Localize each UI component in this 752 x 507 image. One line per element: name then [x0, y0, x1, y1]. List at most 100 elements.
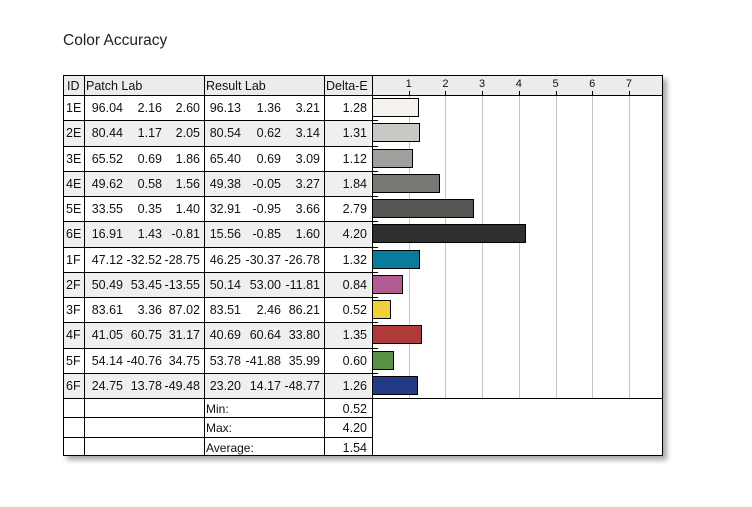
patch-lab-value: 3.36	[137, 303, 162, 317]
delta-e-value: 0.60	[342, 353, 367, 368]
patch-lab-value: 50.49	[91, 277, 123, 292]
patch-lab-value: 1.56	[175, 176, 200, 191]
chart-tick	[445, 91, 447, 95]
patch-lab-value: 65.52	[91, 151, 123, 166]
result-lab-value: -41.88	[245, 353, 281, 368]
result-lab-value: 65.40	[209, 151, 241, 166]
patch-lab-value: 34.75	[168, 353, 200, 368]
delta-e-value: 1.12	[342, 151, 367, 166]
row-divider-stub	[372, 322, 378, 324]
row-divider-stub	[372, 372, 378, 374]
chart-tick-label: 5	[552, 78, 559, 90]
row-divider-stub	[372, 145, 378, 147]
chart-gridline	[555, 95, 557, 398]
patch-lab-value: -40.76	[126, 353, 162, 368]
delta-e-bar	[372, 249, 421, 269]
patch-lab-value: 49.62	[91, 176, 123, 191]
header-delta-e: Delta-E	[326, 79, 368, 93]
patch-lab-value: -28.75	[164, 252, 200, 267]
result-lab-value: -0.95	[252, 202, 282, 216]
result-lab-value: 49.38	[209, 176, 241, 191]
delta-e-bar	[372, 224, 527, 244]
row-divider-stub	[372, 221, 378, 223]
patch-lab-value: 54.14	[91, 353, 123, 368]
result-lab-value: 1.60	[295, 227, 320, 242]
result-lab-value: 96.13	[209, 101, 241, 115]
row-divider-stub	[372, 347, 378, 349]
row-divider	[64, 221, 372, 223]
chart-tick	[482, 91, 484, 95]
result-lab-value: 86.21	[288, 303, 320, 317]
result-lab-value: 3.14	[295, 126, 320, 141]
row-id: 3E	[66, 151, 82, 166]
row-divider	[64, 145, 372, 147]
header-patch-lab: Patch Lab	[86, 79, 143, 93]
row-id: 4F	[66, 328, 81, 343]
table-row-bg	[64, 221, 371, 247]
summary-value: 0.52	[342, 402, 367, 416]
result-lab-value: 15.56	[209, 227, 241, 242]
patch-lab-value: 47.12	[91, 252, 123, 267]
delta-e-value: 1.32	[342, 252, 367, 267]
row-id: 4E	[66, 176, 82, 191]
result-lab-value: 53.00	[249, 277, 281, 292]
chart-gridline	[445, 95, 447, 398]
summary-label: Max:	[206, 421, 233, 436]
patch-lab-value: 1.17	[137, 126, 162, 141]
chart-gridline	[592, 95, 594, 398]
delta-e-bar	[372, 325, 422, 345]
row-divider-stub	[372, 170, 378, 172]
row-divider	[64, 246, 372, 248]
delta-e-bar	[372, 199, 475, 218]
patch-lab-value: 31.17	[168, 328, 200, 343]
row-divider	[64, 120, 372, 122]
result-lab-value: 0.69	[256, 151, 281, 166]
table-row-bg	[64, 372, 371, 398]
result-lab-value: -0.85	[252, 227, 282, 242]
row-id: 6F	[66, 378, 81, 393]
row-divider	[64, 196, 372, 197]
delta-e-bar	[372, 375, 419, 395]
row-id: 6E	[66, 227, 82, 242]
chart-tick-label: 7	[625, 78, 632, 90]
delta-e-bar	[372, 350, 395, 370]
delta-e-value: 1.35	[342, 328, 367, 343]
row-divider	[64, 322, 372, 324]
patch-lab-value: 0.58	[137, 176, 162, 191]
table-header	[64, 76, 662, 95]
chart-gridline	[628, 95, 630, 398]
patch-lab-value: 1.43	[137, 227, 162, 242]
patch-lab-value: 41.05	[91, 328, 123, 343]
patch-lab-value: 2.05	[175, 126, 200, 141]
chart-tick	[518, 91, 520, 95]
column-divider	[84, 76, 85, 456]
patch-lab-value: -13.55	[164, 277, 200, 292]
summary-row-divider	[64, 436, 372, 438]
chart-tick	[555, 91, 557, 95]
result-lab-value: -30.37	[245, 252, 281, 267]
result-lab-value: -0.05	[252, 176, 282, 191]
patch-lab-value: 2.16	[137, 101, 162, 115]
row-divider-stub	[372, 196, 378, 197]
chart-tick-label: 3	[479, 78, 486, 90]
table-row-bg	[64, 120, 371, 146]
result-lab-value: 0.62	[256, 126, 281, 141]
chart-tick	[628, 91, 630, 95]
row-id: 5F	[66, 353, 81, 368]
row-divider	[64, 297, 372, 298]
column-divider	[204, 76, 205, 456]
row-divider-stub	[372, 120, 378, 122]
result-lab-value: 3.66	[295, 202, 320, 216]
result-lab-value: 2.46	[256, 303, 281, 317]
row-divider	[64, 271, 372, 273]
patch-lab-value: 13.78	[130, 378, 162, 393]
summary-row-divider	[64, 417, 372, 419]
row-id: 3F	[66, 303, 81, 317]
result-lab-value: 50.14	[209, 277, 241, 292]
chart-tick	[408, 91, 410, 95]
result-lab-value: 40.69	[209, 328, 241, 343]
patch-lab-value: -49.48	[164, 378, 200, 393]
result-lab-value: 53.78	[209, 353, 241, 368]
chart-tick-label: 6	[589, 78, 596, 90]
header-divider	[64, 95, 662, 96]
